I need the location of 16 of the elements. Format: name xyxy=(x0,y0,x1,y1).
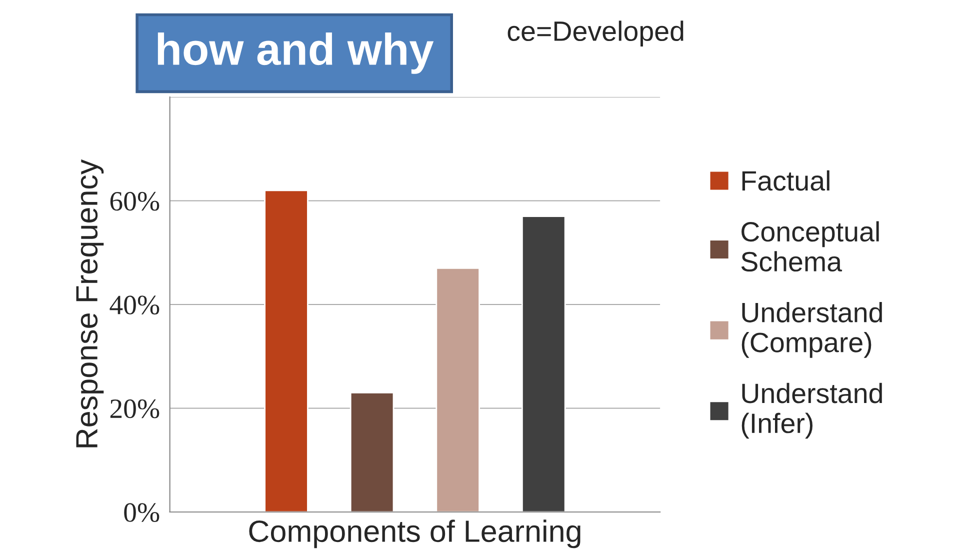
bar xyxy=(350,392,394,512)
legend-label: Understand (Compare) xyxy=(742,302,882,358)
x-axis-title: Components of Learning xyxy=(249,520,580,548)
y-axis-title: Response Frequency xyxy=(76,159,104,448)
bar xyxy=(264,190,308,512)
legend-label: Understand (Infer) xyxy=(742,382,882,439)
chart-title: ce=Developed xyxy=(508,20,684,47)
y-tick-label: 60% xyxy=(110,192,160,211)
y-tick-label: 40% xyxy=(110,296,160,314)
y-tick-label: 20% xyxy=(110,399,160,418)
bar xyxy=(436,267,480,512)
legend-label: Conceptual Schema xyxy=(741,221,879,272)
legend-label: Factual xyxy=(742,170,830,191)
bar xyxy=(521,216,566,512)
y-tick-label: 0% xyxy=(124,503,160,522)
text: how and why xyxy=(158,32,434,74)
